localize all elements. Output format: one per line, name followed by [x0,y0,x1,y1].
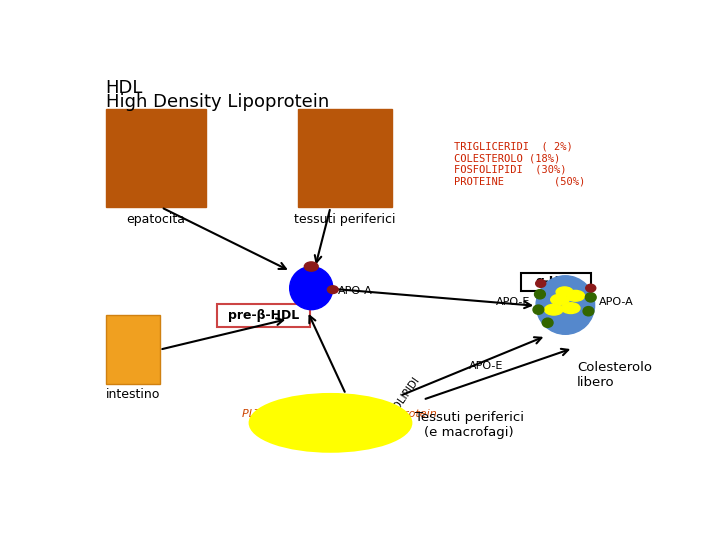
Ellipse shape [250,394,411,452]
Ellipse shape [544,304,563,315]
Ellipse shape [534,289,545,299]
Bar [106,315,160,384]
Text: FOSFOLIPIDI  (30%): FOSFOLIPIDI (30%) [454,165,566,175]
Ellipse shape [585,293,596,302]
Text: PROTEINE        (50%): PROTEINE (50%) [454,177,585,186]
Bar [298,110,392,207]
Ellipse shape [586,284,595,292]
Text: epatocita: epatocita [126,213,185,226]
Text: Tessuti periferici
(e macrofagi): Tessuti periferici (e macrofagi) [415,411,523,440]
FancyBboxPatch shape [217,303,310,327]
Text: FOSFOLIPIDI: FOSFOLIPIDI [377,375,421,433]
Text: TRIGLICERIDI  ( 2%): TRIGLICERIDI ( 2%) [454,142,572,152]
Ellipse shape [542,318,553,327]
Ellipse shape [583,307,594,316]
Text: PLTP: phospholipid transfer protein: PLTP: phospholipid transfer protein [242,409,437,419]
Text: COLESTEROLO (18%): COLESTEROLO (18%) [454,153,560,163]
Ellipse shape [556,287,573,297]
Text: APO-A: APO-A [338,286,373,296]
Ellipse shape [328,286,338,293]
Ellipse shape [533,305,544,314]
Text: APO-E: APO-E [496,297,531,307]
Ellipse shape [551,294,570,305]
Text: α-HDL: α-HDL [535,275,577,288]
Circle shape [289,267,333,309]
Ellipse shape [566,291,585,301]
Ellipse shape [562,303,580,314]
Circle shape [536,276,595,334]
Text: APO-A: APO-A [598,297,633,307]
Text: intestino: intestino [105,388,160,401]
Text: tessuti periferici: tessuti periferici [294,213,396,226]
Ellipse shape [305,262,318,271]
Text: APO-E: APO-E [469,361,503,372]
FancyBboxPatch shape [521,273,590,291]
Text: HDL: HDL [106,79,143,97]
Text: pre-β-HDL: pre-β-HDL [228,308,299,321]
Text: High Density Lipoprotein: High Density Lipoprotein [106,92,329,111]
Bar [106,110,206,207]
Ellipse shape [536,280,546,287]
Text: Colesterolo
libero: Colesterolo libero [577,361,652,389]
